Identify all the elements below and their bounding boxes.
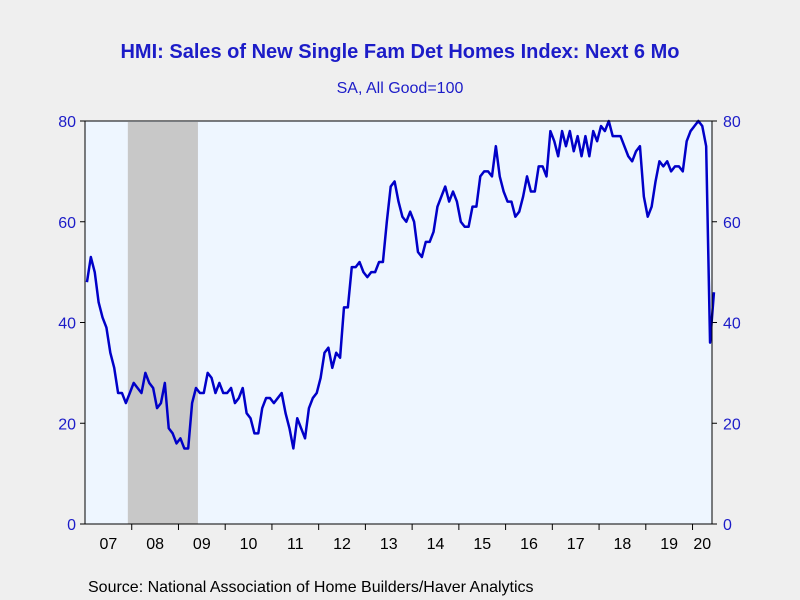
x-tick-label: 19 [660, 536, 678, 553]
y-tick-label-right: 20 [723, 416, 741, 433]
y-tick-label-right: 80 [723, 114, 741, 131]
x-axis: 07 08 09 10 11 12 13 14 15 16 17 18 19 20 [99, 524, 711, 553]
x-tick-label: 18 [614, 536, 632, 553]
x-tick-label: 20 [693, 536, 711, 553]
y-tick-label-right: 0 [723, 517, 732, 534]
x-tick-label: 17 [567, 536, 585, 553]
recession-shading [127, 122, 198, 524]
y-tick-label-left: 60 [58, 215, 76, 232]
x-tick-label: 11 [287, 536, 304, 553]
plot-border [84, 120, 713, 525]
y-axis-right: 0 20 40 60 80 [712, 114, 741, 534]
chart-subtitle: SA, All Good=100 [337, 80, 464, 97]
x-tick-label: 07 [99, 536, 117, 553]
y-tick-label-left: 80 [58, 114, 76, 131]
source-note: Source: National Association of Home Bui… [88, 579, 534, 596]
x-tick-label: 13 [380, 536, 398, 553]
y-tick-label-left: 40 [58, 316, 76, 333]
x-tick-label: 12 [333, 536, 351, 553]
x-tick-label: 16 [520, 536, 538, 553]
y-axis-left: 0 20 40 60 80 [58, 114, 85, 534]
x-tick-label: 14 [427, 536, 445, 553]
chart-title: HMI: Sales of New Single Fam Det Homes I… [120, 41, 679, 63]
series-line [85, 119, 716, 450]
y-tick-label-right: 40 [723, 316, 741, 333]
x-tick-label: 09 [193, 536, 211, 553]
x-tick-label: 10 [240, 536, 258, 553]
x-tick-label: 15 [473, 536, 491, 553]
y-tick-label-right: 60 [723, 215, 741, 232]
y-tick-label-left: 0 [67, 517, 76, 534]
y-tick-label-left: 20 [58, 416, 76, 433]
x-tick-label: 08 [146, 536, 164, 553]
